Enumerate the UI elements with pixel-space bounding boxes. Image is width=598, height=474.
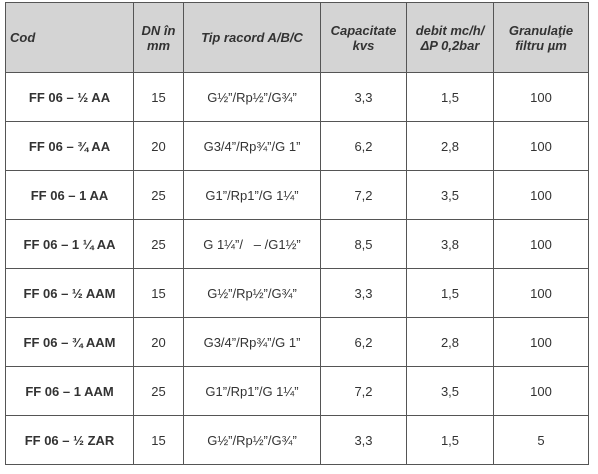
table-row: FF 06 – 1 AA 25 G1”/Rp1”/G 1¼” 7,2 3,5 100	[5, 170, 589, 220]
table-cell: 6,2	[320, 121, 407, 171]
table-cell: 3,5	[406, 366, 494, 416]
table-cell: G1”/Rp1”/G 1¼”	[183, 366, 321, 416]
table-cell: 100	[493, 170, 589, 220]
table-cell: FF 06 – ½ AAM	[5, 268, 134, 318]
table-cell: 8,5	[320, 219, 407, 269]
table-row: FF 06 – ½ AA 15 G½”/Rp½”/G¾” 3,3 1,5 100	[5, 72, 589, 122]
spec-table: Cod DN în mm Tip racord A/B/C Capacitate kvs d…	[5, 2, 589, 465]
table-cell: 2,8	[406, 317, 494, 367]
table-cell: FF 06 – ¾ AA	[5, 121, 134, 171]
table-cell: FF 06 – 1 AA	[5, 170, 134, 220]
table-cell: 1,5	[406, 268, 494, 318]
header-text: Capacitate	[330, 22, 397, 38]
header-cell: debit mc/h/ΔP 0,2bar	[406, 2, 494, 73]
header-text: Granulaţie	[508, 22, 574, 38]
table-row: FF 06 – 1 ¼ AA 25 G 1¼”/ – /G1½” 8,5 3,8 100	[5, 219, 589, 269]
table-cell: 3,5	[406, 170, 494, 220]
table-cell: 100	[493, 219, 589, 269]
table-cell: G 1¼”/ – /G1½”	[183, 219, 321, 269]
table-cell: G3/4”/Rp¾”/G 1”	[183, 317, 321, 367]
table-row: FF 06 – ½ ZAR 15 G½”/Rp½”/G¾” 3,3 1,5 5	[5, 415, 589, 465]
header-cell: Cod	[5, 2, 134, 73]
table-cell: FF 06 – 1 AAM	[5, 366, 134, 416]
table-cell: 100	[493, 317, 589, 367]
header-text: Cod	[10, 30, 36, 45]
table-row: FF 06 – ¾ AAM 20 G3/4”/Rp¾”/G 1” 6,2 2,8 100	[5, 317, 589, 367]
table-cell: FF 06 – 1 ¼ AA	[5, 219, 134, 269]
table-cell: 6,2	[320, 317, 407, 367]
header-text: Tip racord A/B/C	[201, 30, 303, 45]
table-cell: 20	[133, 317, 184, 367]
header-text: debit mc/h/	[415, 22, 485, 38]
header-text: DN în	[141, 22, 176, 38]
header-cell: Granulaţie filtru µm	[493, 2, 589, 73]
table-cell: 3,3	[320, 268, 407, 318]
table-cell: G½”/Rp½”/G¾”	[183, 72, 321, 122]
table-cell: 7,2	[320, 170, 407, 220]
table-cell: 3,3	[320, 415, 407, 465]
table-cell: 3,3	[320, 72, 407, 122]
table-cell: 5	[493, 415, 589, 465]
table-row: FF 06 – ¾ AA 20 G3/4”/Rp¾”/G 1” 6,2 2,8 100	[5, 121, 589, 171]
table-row: FF 06 – 1 AAM 25 G1”/Rp1”/G 1¼” 7,2 3,5 100	[5, 366, 589, 416]
header-text: mm	[146, 37, 171, 53]
table-cell: 100	[493, 268, 589, 318]
table-body: FF 06 – ½ AA 15 G½”/Rp½”/G¾” 3,3 1,5 100 FF 06…	[5, 72, 589, 465]
table-cell: 25	[133, 170, 184, 220]
header-text: filtru µm	[515, 37, 567, 53]
table-cell: G½”/Rp½”/G¾”	[183, 415, 321, 465]
header-text: kvs	[352, 37, 375, 53]
table-cell: 7,2	[320, 366, 407, 416]
table-cell: 2,8	[406, 121, 494, 171]
table-cell: 15	[133, 268, 184, 318]
table-cell: 25	[133, 366, 184, 416]
table-cell: G3/4”/Rp¾”/G 1”	[183, 121, 321, 171]
header-cell: DN în mm	[133, 2, 184, 73]
table-cell: 3,8	[406, 219, 494, 269]
table-cell: 1,5	[406, 72, 494, 122]
table-cell: FF 06 – ½ ZAR	[5, 415, 134, 465]
table-cell: 15	[133, 72, 184, 122]
table-cell: G1”/Rp1”/G 1¼”	[183, 170, 321, 220]
header-cell: Tip racord A/B/C	[183, 2, 321, 73]
table-cell: FF 06 – ½ AA	[5, 72, 134, 122]
table-cell: FF 06 – ¾ AAM	[5, 317, 134, 367]
table-cell: 100	[493, 121, 589, 171]
header-text: ΔP 0,2bar	[420, 37, 480, 53]
header-cell: Capacitate kvs	[320, 2, 407, 73]
table-row: FF 06 – ½ AAM 15 G½”/Rp½”/G¾” 3,3 1,5 100	[5, 268, 589, 318]
table-cell: 15	[133, 415, 184, 465]
header-row: Cod DN în mm Tip racord A/B/C Capacitate kvs d…	[5, 2, 589, 73]
table-cell: G½”/Rp½”/G¾”	[183, 268, 321, 318]
table-cell: 100	[493, 366, 589, 416]
table-cell: 1,5	[406, 415, 494, 465]
table-cell: 20	[133, 121, 184, 171]
table-cell: 100	[493, 72, 589, 122]
table-cell: 25	[133, 219, 184, 269]
